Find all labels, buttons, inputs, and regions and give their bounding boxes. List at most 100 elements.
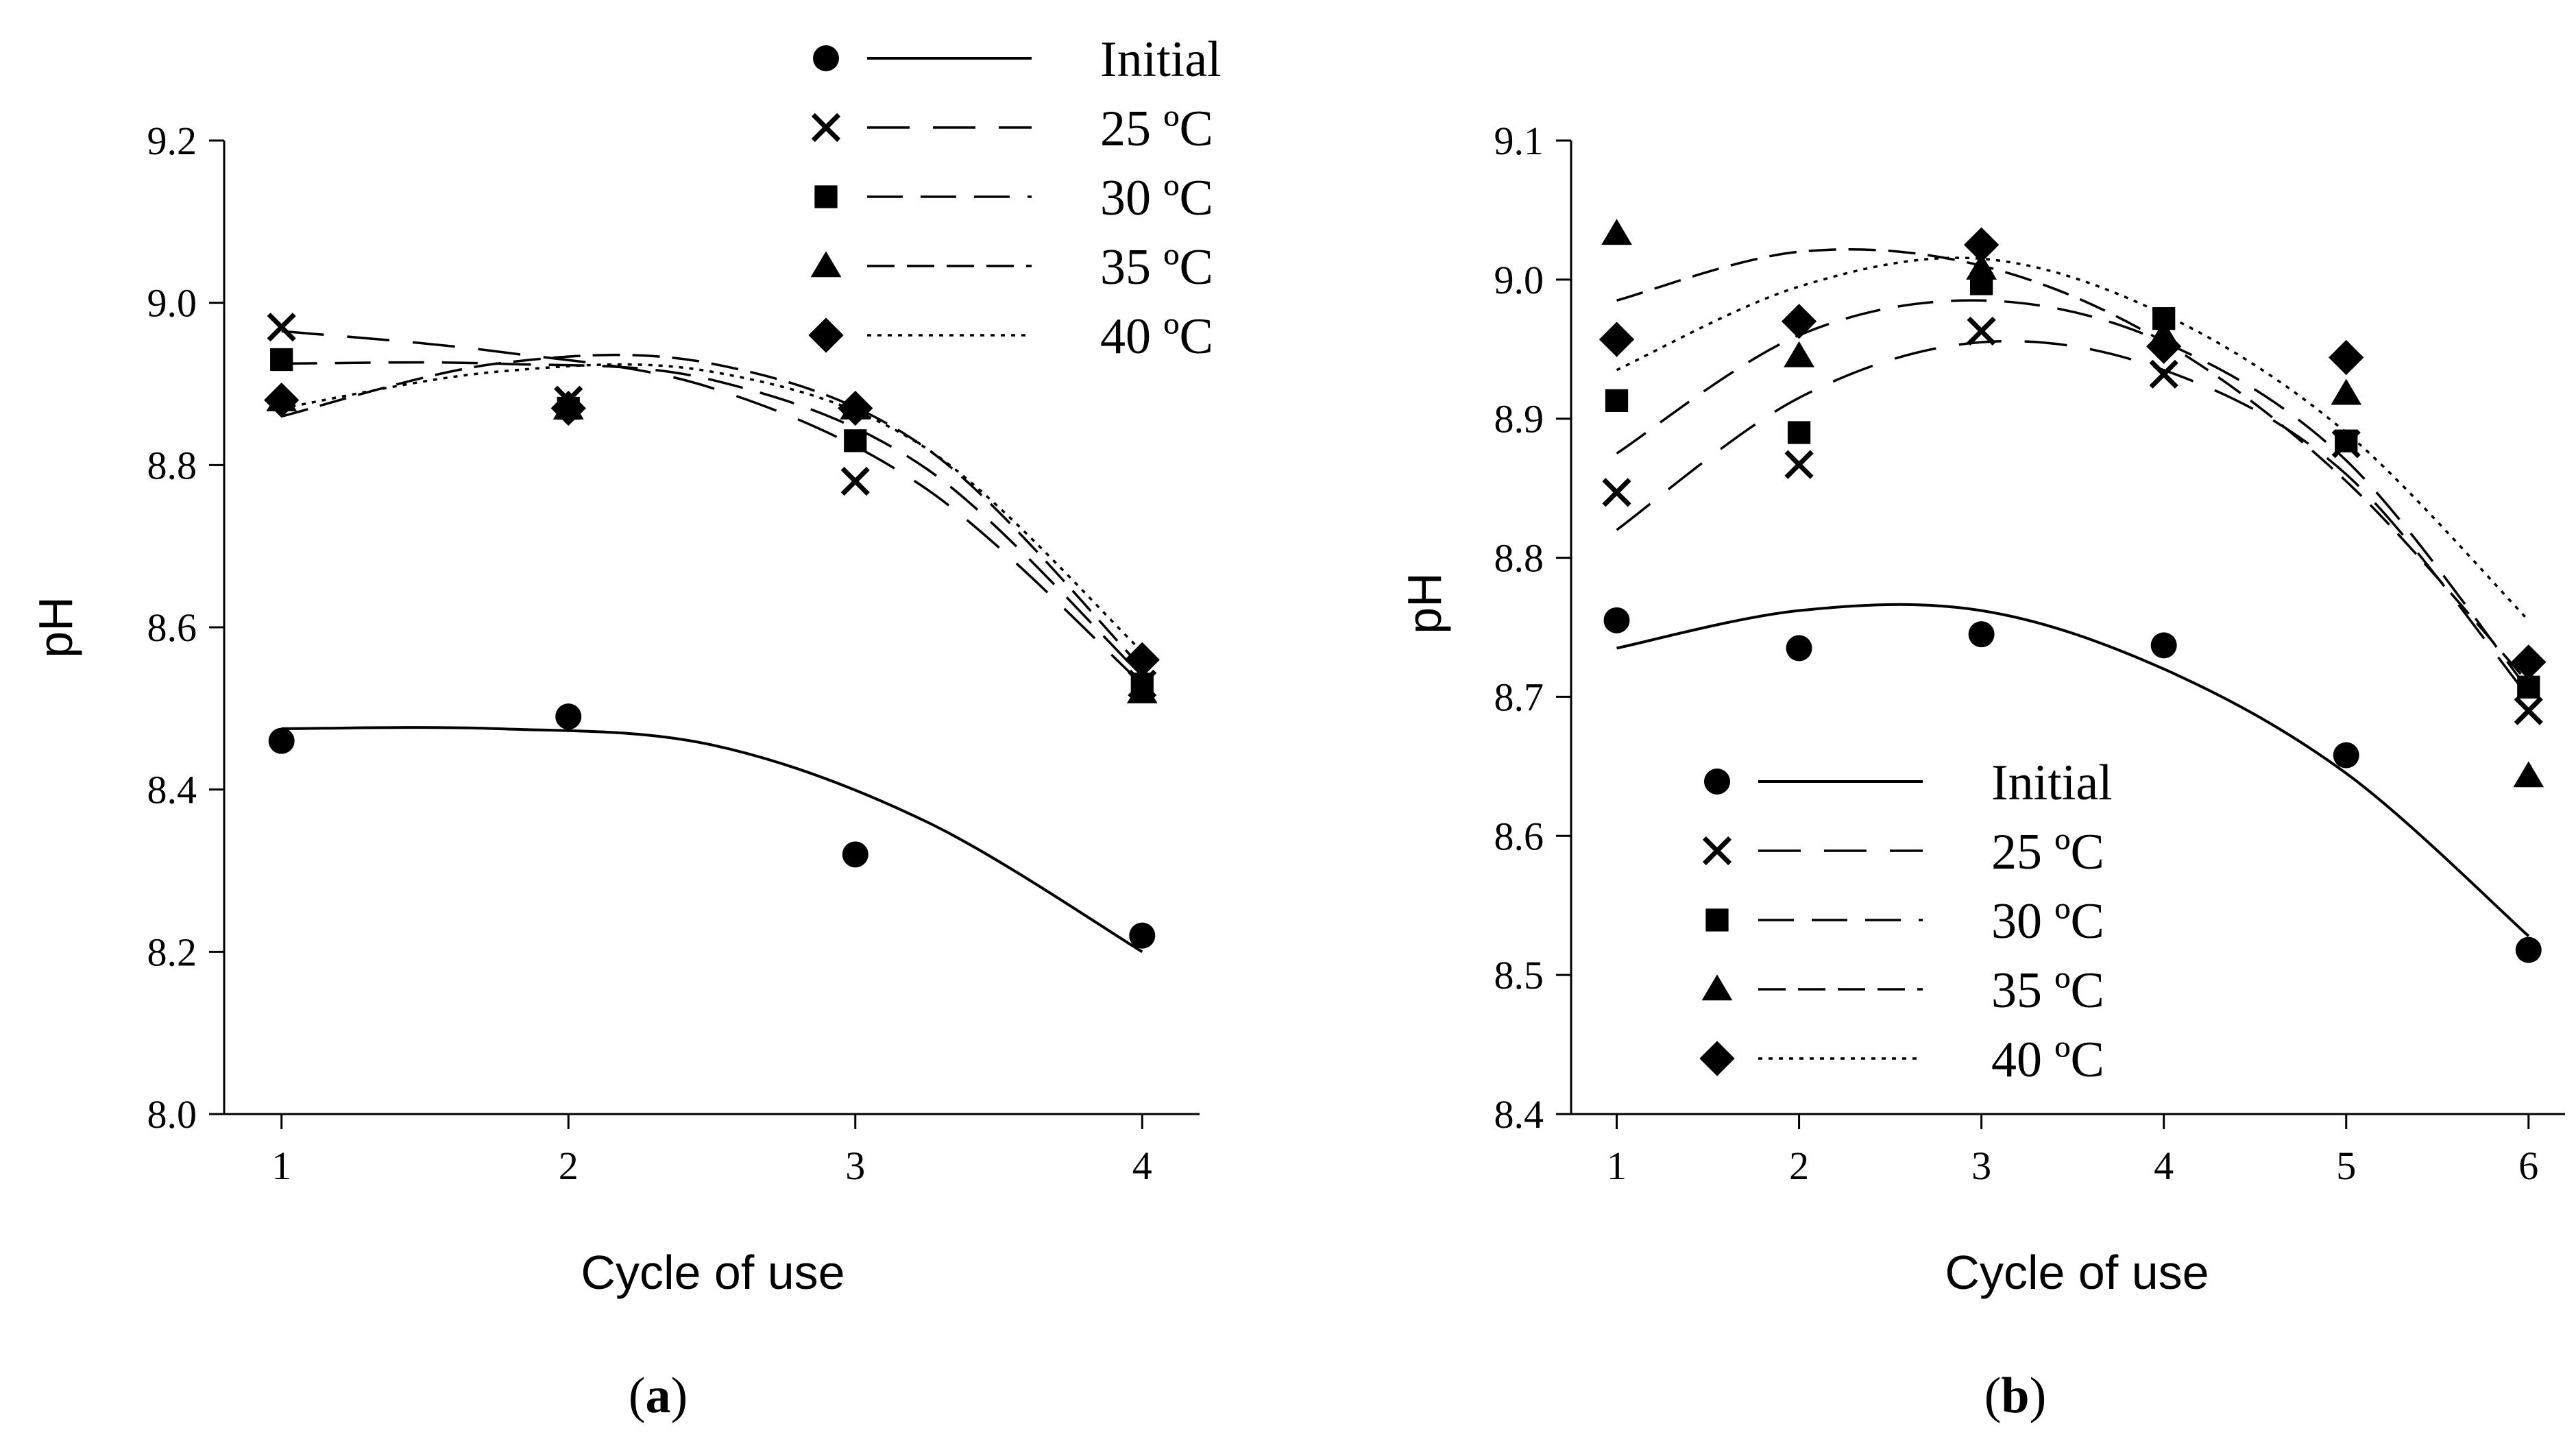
panel-b-y-tick-label: 8.9 bbox=[1494, 397, 1544, 442]
panel-a-point-4-2 bbox=[838, 390, 873, 426]
panel-a-point-4-0 bbox=[264, 383, 300, 418]
panel-b-legend-label-2: 30 ºC bbox=[1991, 893, 2104, 950]
panel-b-y-tick-label: 8.4 bbox=[1494, 1092, 1544, 1137]
panel-a-x-axis-title: Cycle of use bbox=[581, 1246, 845, 1299]
panel-b-point-4-3 bbox=[2146, 328, 2182, 364]
panel-a-y-tick-label: 8.6 bbox=[147, 605, 197, 650]
panel-b-point-3-5 bbox=[2513, 761, 2544, 788]
panel-b-y-tick-label: 8.5 bbox=[1494, 953, 1544, 997]
panel-b-point-1-1 bbox=[1784, 450, 1814, 479]
panel-a-legend: Initial 25 ºC 30 ºC 35 ºC 40 ºC bbox=[808, 32, 1222, 365]
panel-b-point-4-1 bbox=[1781, 304, 1817, 339]
panel-a-fit-line-1 bbox=[281, 330, 1143, 686]
panel-b-legend-item-4: 40 ºC bbox=[1699, 1032, 2104, 1088]
panel-b-point-3-2 bbox=[1966, 253, 1997, 280]
panel-b-point-0-5 bbox=[2515, 936, 2542, 963]
panel-b-legend-item-0: Initial bbox=[1704, 755, 2113, 811]
panel-a-point-1-2 bbox=[840, 466, 870, 496]
panel-b-legend: Initial 25 ºC 30 ºC 35 ºC 40 ºC bbox=[1699, 755, 2113, 1088]
panel-a-point-0-0 bbox=[268, 727, 295, 754]
panel-b-fit-line-3 bbox=[1616, 248, 2530, 684]
panel-a-y-ticks: 8.0 8.2 8.4 8.6 8.8 9.0 9.2 bbox=[147, 119, 224, 1137]
panel-a-legend-label-0: Initial bbox=[1100, 32, 1222, 88]
panel-a-fit-line-4 bbox=[281, 363, 1143, 653]
panel-b-legend-marker-2 bbox=[1705, 908, 1729, 932]
panel-a-fit-lines bbox=[281, 330, 1143, 954]
panel-b-point-0-4 bbox=[2333, 742, 2359, 769]
panel-b-point-4-4 bbox=[2329, 339, 2364, 376]
panel-b-y-axis-title: pH bbox=[1398, 572, 1451, 633]
panel-a-point-3-3 bbox=[1126, 677, 1158, 703]
panel-a-legend-item-1: 25 ºC bbox=[811, 101, 1213, 157]
panel-b-y-tick-label: 9.1 bbox=[1494, 119, 1544, 163]
panel-b-point-3-0 bbox=[1601, 219, 1632, 245]
panel-b-point-4-0 bbox=[1599, 322, 1635, 357]
panel-b-legend-item-1: 25 ºC bbox=[1702, 824, 2104, 880]
panel-b-point-2-1 bbox=[1787, 421, 1811, 444]
panel-a-legend-label-3: 35 ºC bbox=[1100, 239, 1213, 295]
panel-a-legend-marker-0 bbox=[813, 45, 839, 71]
panel-b-point-1-2 bbox=[1967, 316, 1996, 346]
panel-a-point-0-2 bbox=[842, 841, 868, 868]
panel-b-point-2-0 bbox=[1605, 389, 1629, 412]
panel-b-x-tick-label: 6 bbox=[2518, 1144, 2538, 1188]
panel-a-data-points bbox=[264, 313, 1160, 949]
panel-b-chart: 8.4 8.5 8.6 8.7 8.8 8.9 9.0 9.1 1 2 3 4 5 6 Cycle of… bbox=[1398, 119, 2565, 1424]
panel-b-x-axis-title: Cycle of use bbox=[1945, 1246, 2209, 1299]
panel-b-fit-line-4 bbox=[1616, 256, 2530, 622]
panel-a-legend-item-0: Initial bbox=[813, 32, 1222, 88]
panel-a-y-tick-label: 9.0 bbox=[147, 281, 197, 326]
panel-a-x-ticks: 1 2 3 4 bbox=[271, 1114, 1152, 1188]
panel-b-point-0-3 bbox=[2150, 632, 2177, 659]
panel-a-legend-marker-1 bbox=[811, 112, 841, 143]
panel-a-point-1-0 bbox=[267, 313, 296, 342]
panel-a-y-tick-label: 8.2 bbox=[147, 930, 197, 974]
panel-a-legend-marker-2 bbox=[814, 185, 838, 208]
panel-b-point-1-0 bbox=[1602, 478, 1631, 507]
panel-a-point-2-0 bbox=[270, 348, 293, 372]
panel-a-y-tick-label: 9.2 bbox=[147, 119, 197, 163]
panel-b-panel-label: (b) bbox=[1984, 1368, 2046, 1424]
panel-b-fit-lines bbox=[1616, 248, 2530, 937]
panel-a-y-axis-title: pH bbox=[29, 596, 82, 657]
panel-b-x-tick-label: 4 bbox=[2154, 1144, 2174, 1188]
panel-a-y-tick-label: 8.4 bbox=[147, 768, 197, 812]
panel-b-y-tick-label: 8.6 bbox=[1494, 814, 1544, 858]
panel-a-axes bbox=[223, 141, 1200, 1115]
panel-a-legend-item-3: 35 ºC bbox=[810, 239, 1213, 295]
panel-b-x-tick-label: 5 bbox=[2336, 1144, 2356, 1188]
panel-a-point-0-3 bbox=[1129, 922, 1156, 949]
panel-b-legend-label-0: Initial bbox=[1991, 755, 2113, 811]
panel-b-legend-marker-4 bbox=[1699, 1041, 1735, 1076]
panel-b-point-1-5 bbox=[2514, 696, 2543, 725]
panel-b-legend-label-4: 40 ºC bbox=[1991, 1032, 2104, 1088]
panel-b-point-2-4 bbox=[2335, 429, 2358, 452]
panel-a-fit-line-3 bbox=[281, 353, 1143, 669]
panel-b-y-tick-label: 8.7 bbox=[1494, 675, 1544, 719]
panel-b-y-tick-label: 8.8 bbox=[1494, 536, 1544, 581]
panel-b-point-0-0 bbox=[1603, 607, 1630, 633]
panel-b-legend-label-1: 25 ºC bbox=[1991, 824, 2104, 880]
panel-a-legend-item-4: 40 ºC bbox=[808, 309, 1213, 365]
panel-b-data-points bbox=[1599, 219, 2547, 963]
panel-b-point-0-1 bbox=[1786, 635, 1812, 662]
panel-b-point-4-5 bbox=[2511, 644, 2547, 680]
panel-a-legend-label-2: 30 ºC bbox=[1100, 170, 1213, 226]
panel-b-legend-marker-0 bbox=[1704, 769, 1730, 795]
panel-b-point-0-2 bbox=[1968, 621, 1995, 648]
panel-b-fit-line-1 bbox=[1616, 339, 2530, 698]
panel-b-fit-line-2 bbox=[1616, 299, 2530, 691]
panel-b-point-4-2 bbox=[1963, 227, 2000, 263]
panel-b-x-tick-label: 2 bbox=[1789, 1144, 1809, 1188]
panel-b-point-1-3 bbox=[2149, 359, 2178, 389]
panel-a-panel-label: (a) bbox=[629, 1368, 688, 1424]
panel-b-x-tick-label: 3 bbox=[1971, 1144, 1991, 1188]
panel-a-point-2-2 bbox=[844, 429, 867, 452]
panel-a-fit-line-2 bbox=[281, 361, 1143, 677]
panel-a-x-tick-label: 4 bbox=[1132, 1144, 1152, 1188]
panel-b-x-tick-label: 1 bbox=[1607, 1144, 1627, 1188]
panel-a-point-4-1 bbox=[550, 390, 586, 426]
panel-b-point-3-4 bbox=[2331, 378, 2362, 405]
